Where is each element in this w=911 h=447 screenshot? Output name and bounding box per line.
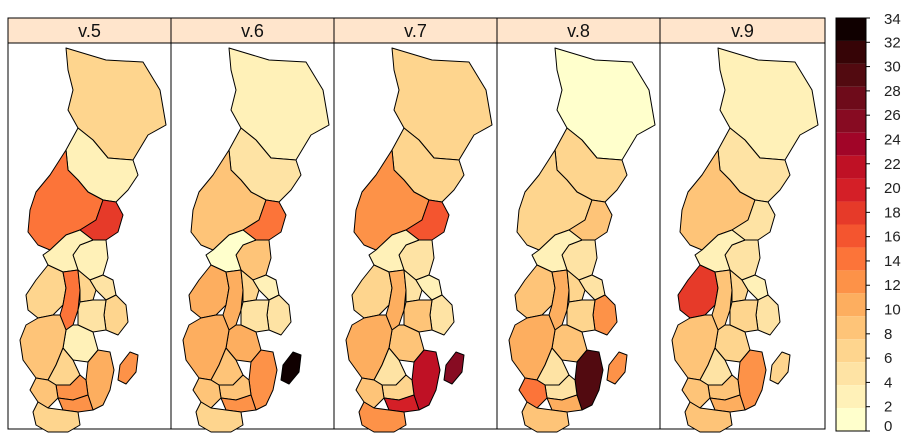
region-sodermanland bbox=[729, 299, 759, 333]
map-panel: v.5 bbox=[7, 17, 172, 433]
sweden-map-v5 bbox=[19, 47, 167, 433]
panel-label: v.6 bbox=[241, 21, 264, 41]
legend-tick-label: 12 bbox=[884, 277, 901, 294]
legend-bin bbox=[836, 63, 866, 87]
legend-tick-label: 22 bbox=[884, 156, 901, 173]
legend-tick-label: 20 bbox=[884, 180, 901, 197]
legend-tick-label: 28 bbox=[884, 83, 901, 100]
panel-label: v.5 bbox=[78, 21, 101, 41]
legend-bin bbox=[836, 408, 866, 431]
region-halland bbox=[681, 377, 711, 409]
region-gotland bbox=[606, 351, 628, 385]
panel-label: v.8 bbox=[567, 21, 590, 41]
region-sodermanland bbox=[77, 299, 107, 333]
region-halland bbox=[518, 377, 548, 409]
region-halland bbox=[192, 377, 222, 409]
sweden-map-v7 bbox=[345, 47, 493, 433]
legend-tick-label: 26 bbox=[884, 107, 901, 124]
legend-tick-label: 14 bbox=[884, 253, 901, 270]
legend-bin bbox=[836, 270, 866, 294]
legend-tick-label: 24 bbox=[884, 131, 901, 148]
map-panel: v.7 bbox=[333, 17, 498, 433]
legend-bin bbox=[836, 86, 866, 110]
sweden-map-v6 bbox=[182, 47, 330, 433]
legend-tick-label: 18 bbox=[884, 204, 901, 221]
legend-bin bbox=[836, 201, 866, 225]
sweden-map-v8 bbox=[508, 47, 656, 433]
region-skane bbox=[684, 401, 733, 433]
legend-bin bbox=[836, 109, 866, 133]
legend-tick-label: 16 bbox=[884, 229, 901, 246]
region-skane bbox=[195, 401, 244, 433]
legend-bin bbox=[836, 316, 866, 340]
legend-tick-label: 10 bbox=[884, 302, 901, 319]
region-sodermanland bbox=[403, 299, 433, 333]
panel-label: v.7 bbox=[404, 21, 427, 41]
region-gotland bbox=[443, 351, 465, 385]
region-skane bbox=[358, 401, 407, 433]
legend-tick-label: 4 bbox=[884, 374, 892, 391]
panel-strip bbox=[659, 17, 826, 44]
region-halland bbox=[29, 377, 59, 409]
legend-tick-label: 2 bbox=[884, 399, 892, 416]
legend-tick-label: 30 bbox=[884, 59, 901, 76]
panel-strip bbox=[333, 17, 498, 44]
legend-bin bbox=[836, 18, 866, 41]
region-gotland bbox=[117, 351, 139, 385]
region-skane bbox=[32, 401, 81, 433]
sweden-map-v9 bbox=[671, 47, 819, 433]
legend-tick-label: 0 bbox=[884, 418, 892, 435]
legend-bin bbox=[836, 224, 866, 248]
legend-bin bbox=[836, 40, 866, 64]
legend-tick-label: 32 bbox=[884, 34, 901, 51]
map-panel: v.8 bbox=[496, 17, 661, 433]
region-skane bbox=[521, 401, 570, 433]
legend-bin bbox=[836, 132, 866, 156]
legend-tick-label: 6 bbox=[884, 350, 892, 367]
region-sodermanland bbox=[566, 299, 596, 333]
legend-bin bbox=[836, 247, 866, 271]
map-panel: v.6 bbox=[170, 17, 335, 433]
region-sodermanland bbox=[240, 299, 270, 333]
legend-tick-label: 34 bbox=[884, 11, 901, 28]
region-gotland bbox=[769, 351, 791, 385]
legend-bin bbox=[836, 385, 866, 409]
legend-tick-label: 8 bbox=[884, 326, 892, 343]
region-gotland bbox=[280, 351, 302, 385]
panel-label: v.9 bbox=[731, 21, 754, 41]
legend-bin bbox=[836, 339, 866, 363]
region-halland bbox=[355, 377, 385, 409]
legend-bin bbox=[836, 155, 866, 179]
panel-strip bbox=[7, 17, 172, 44]
panel-strip bbox=[170, 17, 335, 44]
legend-bin bbox=[836, 362, 866, 386]
map-panel: v.9 bbox=[659, 17, 826, 433]
legend-bin bbox=[836, 293, 866, 317]
legend-frame bbox=[835, 17, 867, 432]
legend-bin bbox=[836, 178, 866, 202]
